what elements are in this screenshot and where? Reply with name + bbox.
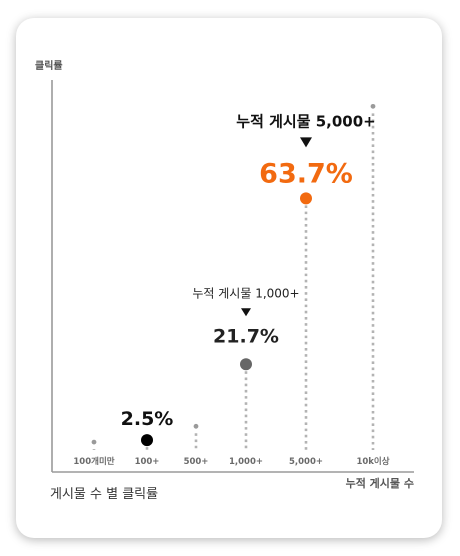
x-axis-label: 누적 게시물 수 bbox=[346, 476, 414, 490]
chart-caption: 게시물 수 별 클릭률 bbox=[50, 487, 158, 502]
data-point-10k bbox=[370, 103, 376, 109]
data-label-100: 2.5% bbox=[121, 408, 174, 430]
data-point-500 bbox=[193, 423, 199, 429]
x-tick-label-10k: 10k이상 bbox=[356, 456, 389, 467]
click-rate-chart: 클릭률 누적 게시물 수 게시물 수 별 클릭률 100개미만 100+ 500+ 1… bbox=[35, 60, 414, 502]
x-tick-label-5-000: 5,000+ bbox=[289, 457, 323, 467]
x-tick-label-500: 500+ bbox=[184, 457, 209, 467]
chart-card: 클릭률 누적 게시물 수 게시물 수 별 클릭률 100개미만 100+ 500+ 1… bbox=[16, 18, 442, 538]
data-point-100 bbox=[141, 434, 153, 447]
data-label-1-000: 21.7% bbox=[213, 325, 279, 347]
annotation-1-000: 누적 게시물 1,000+ bbox=[192, 286, 299, 300]
y-axis-label: 클릭률 bbox=[35, 60, 63, 72]
annotation-arrow-5-000 bbox=[300, 137, 312, 148]
x-tick-label-1-000: 1,000+ bbox=[229, 457, 263, 467]
annotation-arrow-1-000 bbox=[241, 308, 251, 317]
chart-marks: 100개미만 100+ 500+ 1,000+ 5,000+ 10k이상 2.5% 21.7%… bbox=[73, 103, 390, 467]
annotation-5-000: 누적 게시물 5,000+ bbox=[236, 112, 375, 130]
data-point-100 bbox=[91, 439, 97, 445]
x-tick-label-100: 100개미만 bbox=[73, 456, 114, 467]
data-point-5-000 bbox=[300, 192, 312, 205]
x-tick-label-100: 100+ bbox=[135, 457, 160, 467]
data-point-1-000 bbox=[240, 358, 252, 371]
data-label-5-000: 63.7% bbox=[259, 158, 353, 189]
